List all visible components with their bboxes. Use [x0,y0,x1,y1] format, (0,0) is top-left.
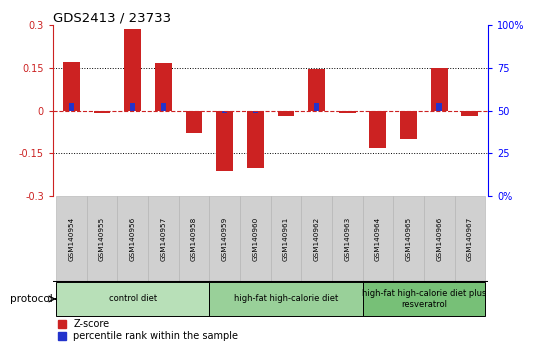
Bar [393,196,424,282]
Bar [369,110,386,148]
Text: GSM140963: GSM140963 [344,217,350,261]
Bar [461,110,478,116]
Bar [94,110,110,113]
Bar [124,29,141,110]
Text: GSM140956: GSM140956 [129,217,136,261]
Bar [240,196,271,282]
Bar [400,110,417,139]
Bar [363,196,393,282]
Text: GSM140965: GSM140965 [406,217,412,261]
Bar [271,196,301,282]
Bar [222,110,228,113]
Bar [56,282,209,316]
Bar [406,110,411,112]
Bar [69,103,74,110]
Bar [191,110,197,112]
Bar [436,103,442,110]
Text: high-fat high-calorie diet plus
resveratrol: high-fat high-calorie diet plus resverat… [362,289,486,309]
Text: protocol: protocol [9,294,52,304]
Text: GSM140957: GSM140957 [160,217,166,261]
Bar [344,110,350,112]
Text: high-fat high-calorie diet: high-fat high-calorie diet [234,295,338,303]
Bar [455,196,485,282]
Bar [424,196,455,282]
Text: GSM140961: GSM140961 [283,217,289,261]
Bar [209,282,363,316]
Bar [117,196,148,282]
Bar [332,196,363,282]
Text: GSM140959: GSM140959 [222,217,228,261]
Bar [155,63,172,110]
Text: GDS2413 / 23733: GDS2413 / 23733 [53,12,171,25]
Bar [467,110,473,112]
Bar [339,110,355,113]
Text: control diet: control diet [109,295,157,303]
Bar [431,68,448,110]
Bar [130,103,136,110]
Bar [63,62,80,110]
Bar [217,110,233,171]
Bar [375,110,381,112]
Text: GSM140955: GSM140955 [99,217,105,261]
Bar [99,110,105,112]
Bar [308,69,325,110]
Bar [247,110,264,168]
Bar [86,196,117,282]
Bar [283,110,288,112]
Legend: Z-score, percentile rank within the sample: Z-score, percentile rank within the samp… [58,319,238,341]
Bar [209,196,240,282]
Bar [301,196,332,282]
Bar [186,110,203,133]
Bar [179,196,209,282]
Text: GSM140964: GSM140964 [375,217,381,261]
Bar [277,110,295,116]
Text: GSM140967: GSM140967 [467,217,473,261]
Bar [56,196,86,282]
Bar [363,282,485,316]
Bar [161,103,166,110]
Bar [314,103,319,110]
Text: GSM140958: GSM140958 [191,217,197,261]
Bar [253,110,258,113]
Text: GSM140962: GSM140962 [314,217,320,261]
Text: GSM140960: GSM140960 [252,217,258,261]
Text: GSM140966: GSM140966 [436,217,442,261]
Text: GSM140954: GSM140954 [69,217,74,261]
Bar [148,196,179,282]
